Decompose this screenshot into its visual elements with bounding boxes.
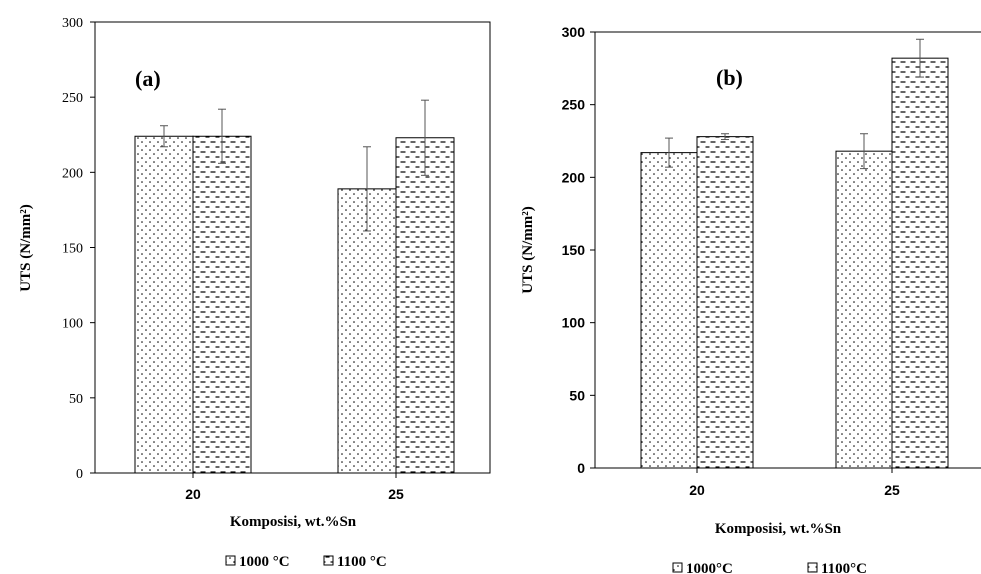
y-axis-title: UTS (N/mm²) [18, 204, 34, 291]
y-tick-group: 0 50 100 150 200 250 300 [562, 24, 595, 476]
x-tick-label: 20 [185, 486, 201, 502]
y-axis-title: UTS (N/mm²) [520, 206, 536, 293]
x-tick-label: 25 [884, 482, 900, 498]
legend-label: 1000°C [686, 561, 733, 574]
x-tick-label: 25 [388, 486, 404, 502]
x-tick-group: 20 25 [185, 473, 404, 502]
legend: 1000 °C 1100 °C [225, 554, 387, 570]
y-tick-label: 100 [562, 315, 586, 331]
bar [337, 188, 397, 474]
y-tick-label: 300 [62, 16, 83, 31]
bars-group [640, 57, 949, 469]
y-tick-label: 50 [69, 392, 83, 407]
y-tick-label: 0 [577, 460, 585, 476]
legend-swatch-dashes [323, 555, 334, 566]
bar [696, 136, 754, 469]
panel-label: (a) [135, 66, 161, 91]
legend-swatch-dashes [807, 562, 818, 573]
y-tick-label: 50 [569, 387, 585, 403]
legend-label: 1000 °C [239, 554, 290, 570]
y-tick-label: 100 [62, 317, 83, 332]
x-axis-title: Komposisi, wt.%Sn [230, 514, 357, 530]
y-tick-label: 250 [562, 97, 586, 113]
error-bars-group [160, 99, 429, 232]
y-tick-group: 0 50 100 150 200 250 300 [62, 16, 95, 482]
legend-label: 1100°C [821, 561, 867, 574]
legend-swatch-dots [225, 555, 236, 566]
legend: 1000°C 1100°C [672, 561, 867, 574]
y-tick-label: 250 [62, 91, 83, 106]
legend-item: 1000°C [672, 561, 733, 574]
bar [134, 135, 194, 474]
y-tick-label: 150 [62, 242, 83, 257]
y-tick-label: 200 [562, 169, 586, 185]
legend-swatch-dots [672, 562, 683, 573]
x-tick-label: 20 [689, 482, 705, 498]
panel-label: (b) [716, 65, 743, 90]
error-bars-group [665, 38, 924, 170]
y-tick-label: 0 [76, 467, 83, 482]
legend-label: 1100 °C [337, 554, 387, 570]
legend-item: 1000 °C [225, 554, 290, 570]
bar [192, 135, 252, 474]
bar [835, 150, 893, 469]
bar [640, 152, 698, 469]
bars-group [134, 135, 455, 474]
y-tick-label: 300 [562, 24, 586, 40]
y-tick-label: 200 [62, 166, 83, 181]
x-tick-group: 20 25 [689, 468, 900, 498]
bar [395, 137, 455, 474]
legend-item: 1100 °C [323, 554, 387, 570]
x-axis-title: Komposisi, wt.%Sn [715, 521, 842, 537]
legend-item: 1100°C [807, 561, 867, 574]
y-tick-label: 150 [562, 242, 586, 258]
bar [891, 57, 949, 469]
